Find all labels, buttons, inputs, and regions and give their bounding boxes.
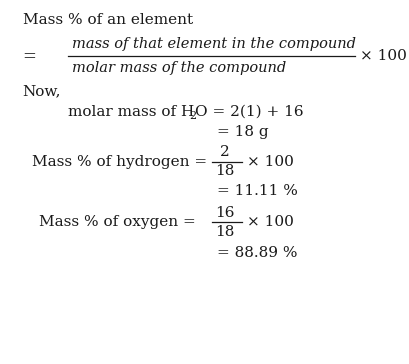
Text: = 18 g: = 18 g (217, 125, 268, 139)
Text: 18: 18 (214, 164, 234, 178)
Text: Mass % of oxygen =: Mass % of oxygen = (39, 215, 195, 229)
Text: = 88.89 %: = 88.89 % (217, 246, 297, 260)
Text: Mass % of an element: Mass % of an element (22, 13, 192, 27)
Text: 18: 18 (214, 225, 234, 238)
Text: molar mass of the compound: molar mass of the compound (72, 62, 285, 75)
Text: =: = (22, 48, 36, 65)
Text: 16: 16 (214, 206, 234, 219)
Text: × 100: × 100 (359, 50, 406, 63)
Text: molar mass of H: molar mass of H (67, 105, 193, 119)
Text: = 11.11 %: = 11.11 % (217, 185, 297, 198)
Text: Mass % of hydrogen =: Mass % of hydrogen = (32, 155, 207, 169)
Text: O = 2(1) + 16: O = 2(1) + 16 (194, 105, 303, 119)
Text: × 100: × 100 (246, 215, 293, 229)
Text: 2: 2 (219, 145, 229, 159)
Text: 2: 2 (189, 111, 196, 121)
Text: Now,: Now, (22, 85, 61, 99)
Text: × 100: × 100 (246, 155, 293, 169)
Text: mass of that element in the compound: mass of that element in the compound (72, 37, 355, 51)
